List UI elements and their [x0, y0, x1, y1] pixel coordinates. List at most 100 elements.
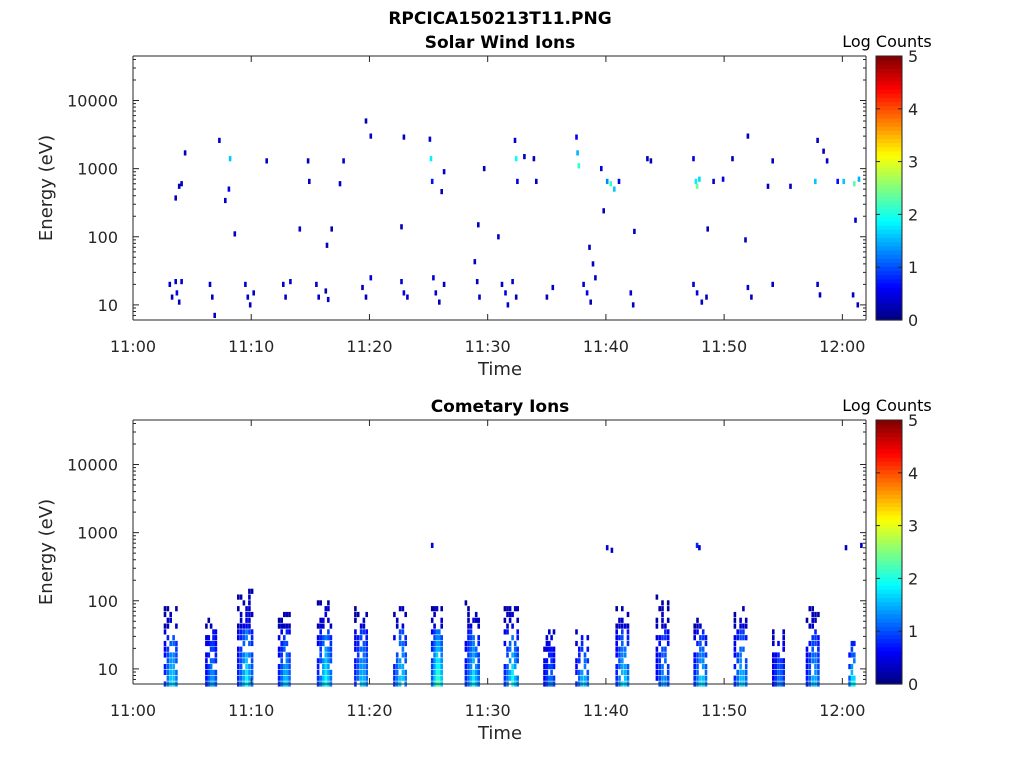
data-cell — [661, 623, 664, 629]
data-cell — [205, 669, 208, 675]
data-cell — [816, 137, 819, 143]
data-cell — [850, 640, 854, 647]
data-cell — [578, 669, 581, 675]
data-cell — [550, 658, 553, 664]
data-cell — [771, 281, 774, 287]
data-cell — [433, 640, 436, 647]
data-cell — [205, 675, 208, 681]
data-cell — [356, 635, 360, 641]
data-cell — [742, 675, 745, 681]
colorbar-segment — [876, 241, 902, 247]
data-cell — [817, 669, 820, 675]
colorbar-segment — [876, 315, 902, 321]
data-cell — [208, 281, 212, 287]
data-cell — [706, 226, 709, 232]
data-cell — [250, 640, 254, 647]
data-cell — [658, 669, 661, 675]
data-cell — [777, 658, 780, 664]
data-cell — [404, 675, 407, 681]
colorbar-segment — [876, 192, 902, 197]
data-cell — [736, 669, 739, 675]
data-cell — [239, 611, 243, 618]
data-cell — [600, 166, 603, 172]
data-cell — [239, 652, 243, 658]
data-cell — [327, 652, 330, 658]
data-cell — [733, 640, 737, 647]
colorbar-segment — [876, 72, 902, 78]
data-cell — [626, 611, 630, 618]
data-cell — [860, 542, 863, 548]
colorbar-segment — [876, 428, 902, 433]
data-cell — [664, 635, 667, 641]
data-cell — [602, 208, 605, 214]
data-cell — [848, 664, 851, 670]
data-cell — [435, 629, 439, 635]
data-cell — [430, 542, 434, 548]
data-cell — [362, 658, 366, 664]
data-cell — [214, 669, 218, 675]
colorbar-segment — [876, 113, 902, 119]
data-cell — [548, 646, 551, 652]
data-cell — [473, 259, 477, 265]
data-cell — [212, 675, 215, 681]
data-cell — [701, 664, 705, 670]
data-cell — [433, 664, 436, 670]
data-cell — [324, 675, 328, 681]
data-cell — [469, 658, 473, 664]
data-cell — [609, 181, 612, 187]
data-cell — [605, 178, 609, 184]
colorbar-segment — [876, 453, 902, 458]
data-cell — [694, 178, 698, 184]
data-cell — [742, 623, 745, 629]
data-cell — [308, 178, 311, 184]
x-tick-label: 11:10 — [228, 337, 274, 356]
data-cell — [359, 629, 363, 635]
data-cell — [712, 178, 715, 184]
data-cell — [552, 629, 556, 635]
x-tick-label: 11:00 — [110, 701, 156, 720]
data-cell — [180, 181, 183, 187]
data-cell — [430, 629, 434, 635]
data-cell — [477, 635, 480, 641]
colorbar-segment — [876, 667, 902, 673]
data-cell — [511, 652, 514, 658]
colorbar-segment — [876, 282, 902, 288]
data-cell — [477, 623, 480, 629]
data-cell — [434, 290, 438, 296]
data-cell — [248, 629, 251, 635]
data-cell — [242, 658, 246, 664]
data-cell — [237, 675, 240, 681]
data-cell — [163, 669, 167, 675]
data-cell — [242, 669, 246, 675]
colorbar-segment — [876, 266, 902, 272]
data-cell — [440, 652, 443, 658]
data-cell — [503, 669, 507, 675]
data-cell — [166, 658, 170, 664]
data-cell — [513, 652, 517, 658]
data-cell — [782, 646, 785, 652]
data-cell — [319, 623, 322, 629]
data-cell — [237, 652, 240, 658]
data-cell — [433, 669, 436, 675]
data-cell — [404, 635, 407, 641]
colorbar-segment — [876, 291, 902, 296]
colorbar-segment — [876, 613, 902, 619]
colorbar-segment — [876, 262, 902, 267]
data-cell — [733, 611, 737, 618]
data-cell — [174, 195, 177, 201]
colorbar-segment — [876, 448, 902, 454]
data-cell — [586, 635, 590, 641]
data-cell — [362, 617, 366, 623]
colorbar-segment — [876, 618, 902, 623]
data-cell — [777, 640, 780, 647]
colorbar-segment — [876, 560, 902, 565]
colorbar-segment — [876, 469, 902, 475]
colorbar-segment — [876, 655, 902, 660]
colorbar-segment — [876, 547, 902, 553]
data-cell — [808, 640, 812, 647]
data-cell — [430, 669, 434, 675]
data-cell — [237, 629, 240, 635]
data-cell — [430, 664, 434, 670]
data-cell — [772, 664, 775, 670]
data-cell — [288, 675, 291, 681]
